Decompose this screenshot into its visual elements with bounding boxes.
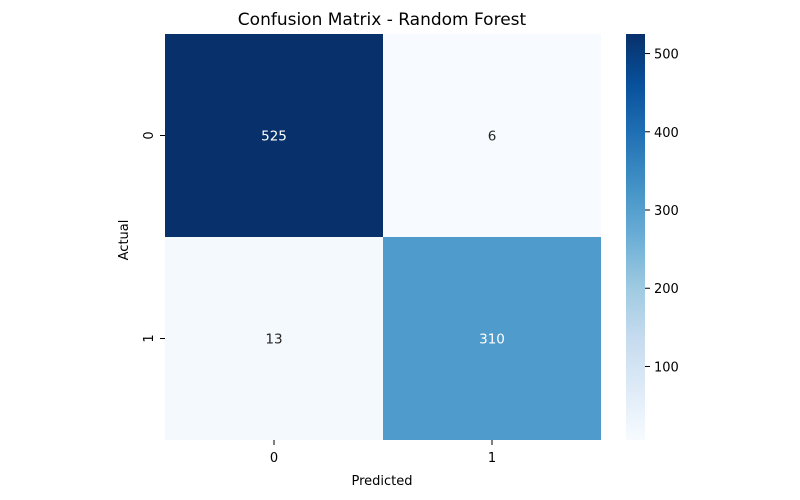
colorbar-tick-label: 100 <box>654 360 679 375</box>
heatmap-cell-labels: 525 6 13 310 <box>261 129 505 348</box>
heatmap-cell-label: 6 <box>488 129 497 145</box>
heatmap-cell-label: 310 <box>479 332 505 348</box>
heatmap-cell <box>165 34 383 237</box>
colorbar-tick-label: 500 <box>654 48 679 63</box>
colorbar-tick-label: 400 <box>654 126 679 141</box>
chart-title: Confusion Matrix - Random Forest <box>238 10 527 30</box>
heatmap-cell-label: 13 <box>265 332 282 348</box>
y-axis-ticks: 01 <box>142 131 165 343</box>
colorbar <box>626 34 645 440</box>
colorbar-tick-label: 300 <box>654 204 679 219</box>
colorbar-ticks: 100 200 300 400 500 <box>645 48 679 375</box>
x-axis-label: Predicted <box>351 474 412 489</box>
heatmap-cell <box>165 237 383 440</box>
x-tick-label: 1 <box>488 451 496 466</box>
y-axis-label: Actual <box>117 220 132 261</box>
heatmap-cell <box>383 34 601 237</box>
heatmap-cells <box>165 34 601 440</box>
y-tick-label: 1 <box>142 334 157 342</box>
heatmap-cell-label: 525 <box>261 129 287 145</box>
x-tick-label: 0 <box>270 451 278 466</box>
colorbar-tick-label: 200 <box>654 282 679 297</box>
heatmap-cell <box>383 237 601 440</box>
y-tick-label: 0 <box>142 131 157 139</box>
